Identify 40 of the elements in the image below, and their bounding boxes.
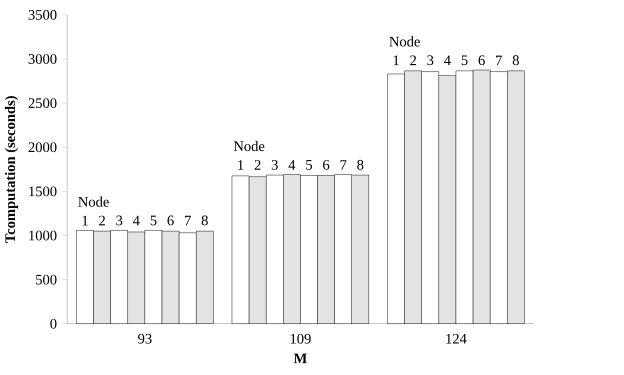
y-tick-label: 3500 <box>28 10 57 20</box>
annotation: Node <box>78 196 109 207</box>
annotation: Node <box>389 36 420 46</box>
text: 7 <box>184 216 191 226</box>
text: 4 <box>444 55 451 65</box>
text: 1 <box>238 160 244 170</box>
y-tick-label: 2000 <box>28 142 57 152</box>
text: 8 <box>512 55 519 65</box>
series-label: 4 <box>288 160 296 170</box>
text: 7 <box>496 55 502 65</box>
x-axis-title: M <box>294 353 307 363</box>
annotation: Node <box>234 140 264 151</box>
x-tick-label: 109 <box>290 334 311 344</box>
x-tick-label: 124 <box>446 334 467 344</box>
series-label: 8 <box>357 160 364 170</box>
text: 6 <box>323 160 330 170</box>
series-label: 6 <box>478 55 485 65</box>
text: 3 <box>427 55 434 65</box>
y-tick-label: 1000 <box>29 230 57 240</box>
series-label: 3 <box>116 215 122 226</box>
series-label: 7 <box>340 160 346 170</box>
text: 1 <box>394 55 399 65</box>
text: 4 <box>132 216 140 226</box>
series-label: 1 <box>82 216 88 226</box>
y-axis-title: Tcomputation (seconds) <box>4 96 18 243</box>
text: 2 <box>410 55 416 65</box>
y-tick-label: 2500 <box>28 98 57 108</box>
text: 5 <box>462 55 468 65</box>
y-tick-label: 1500 <box>29 186 57 196</box>
series-label: 5 <box>150 216 156 226</box>
y-tick-label: 3000 <box>28 54 57 64</box>
x-tick-label: 93 <box>138 334 152 344</box>
y-tick-label: 500 <box>36 274 57 284</box>
series-label: 2 <box>99 216 105 226</box>
text: 3 <box>272 160 278 170</box>
y-tick-label: 0 <box>50 318 57 329</box>
text: 5 <box>306 160 312 170</box>
text: 6 <box>168 215 174 226</box>
text: 8 <box>202 215 208 226</box>
text: 2 <box>254 160 260 170</box>
